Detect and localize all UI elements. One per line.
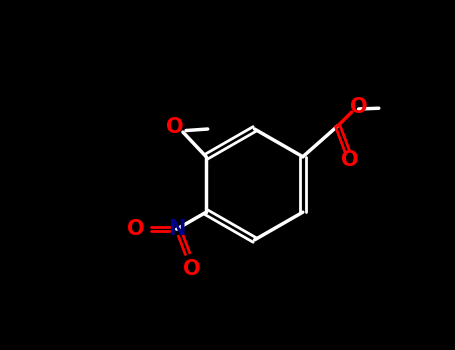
Text: O: O: [341, 150, 359, 170]
Text: O: O: [350, 97, 368, 117]
Text: O: O: [183, 259, 201, 279]
Text: O: O: [167, 118, 184, 138]
Text: O: O: [127, 219, 145, 239]
Text: N: N: [168, 219, 186, 239]
